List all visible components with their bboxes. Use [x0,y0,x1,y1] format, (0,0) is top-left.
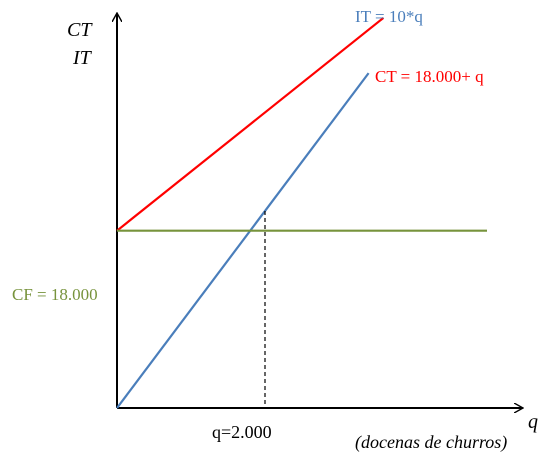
breakeven-x-label: q=2.000 [212,422,272,442]
x-axis-note: (docenas de churros) [355,432,507,453]
series-label-ct: CT = 18.000+ q [375,67,484,86]
series-lines [116,17,487,409]
series-line-it [116,72,370,409]
x-axis-label: q [528,411,538,433]
y-axis-label-it: IT [72,47,93,69]
series-line-ct [116,17,385,232]
series-label-it: IT = 10*q [355,7,423,26]
y-axis-label-ct: CT [67,19,93,41]
series-label-cf: CF = 18.000 [12,285,98,304]
axes [117,14,522,408]
